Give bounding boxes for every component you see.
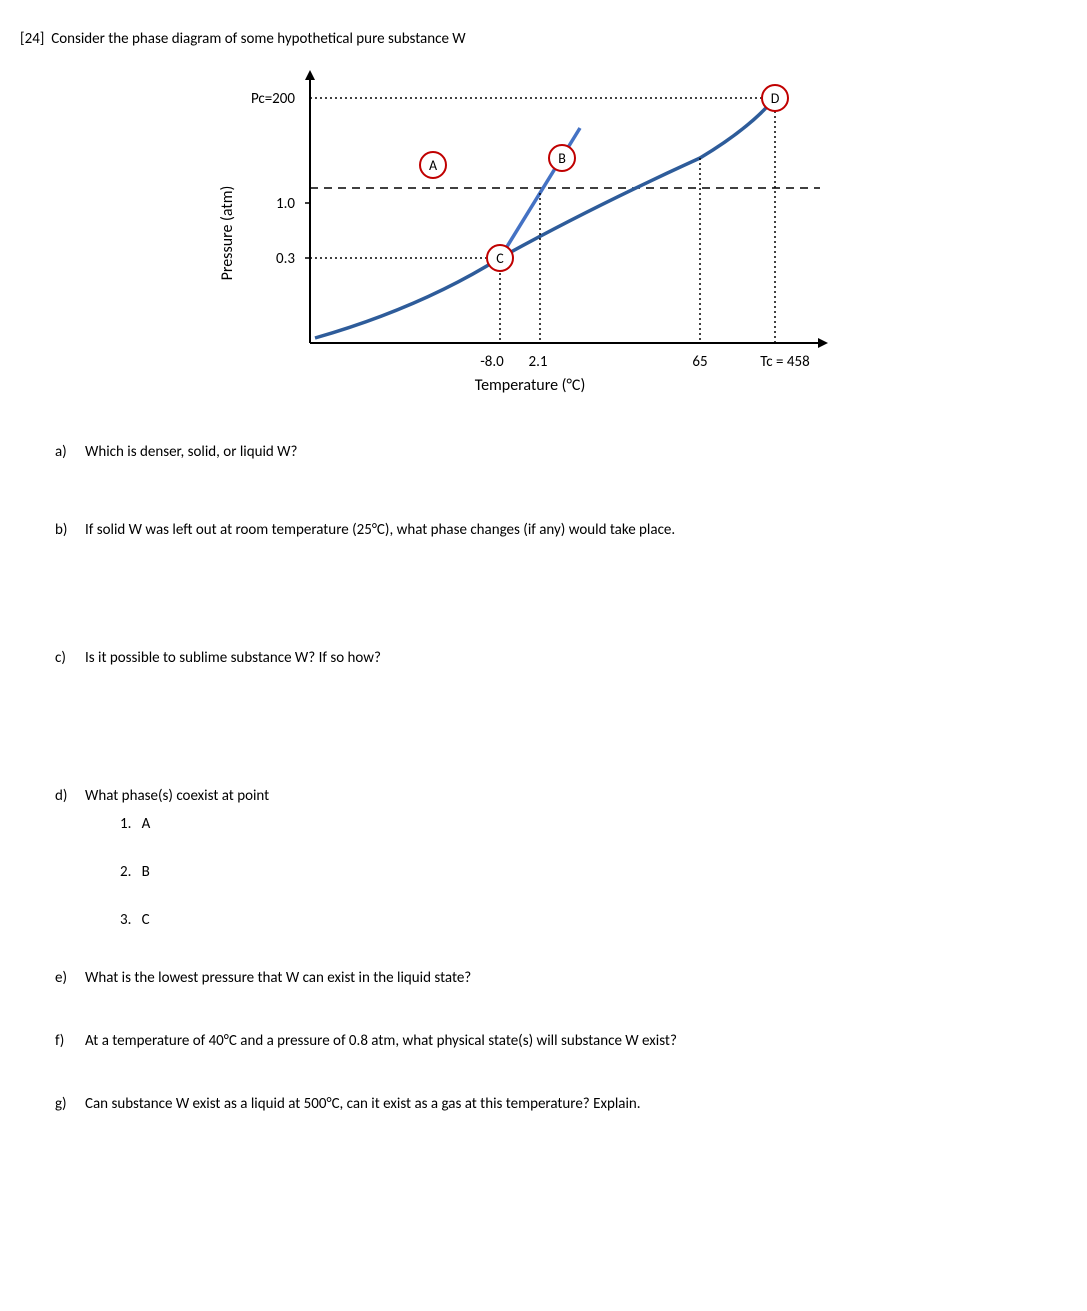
- question-c: c) Is it possible to sublime substance W…: [55, 649, 1067, 667]
- question-list: a) Which is denser, solid, or liquid W? …: [55, 443, 1067, 1113]
- q-f-text: At a temperature of 40°C and a pressure …: [85, 1032, 677, 1050]
- q-c-letter: c): [55, 649, 85, 667]
- q-d-sub-3: 3. C: [120, 911, 1067, 929]
- point-A-label: A: [429, 157, 438, 174]
- x-tick-tc: Tc = 458: [760, 353, 809, 371]
- y-tick-03: 0.3: [276, 250, 295, 268]
- q-d-sub-1: 1. A: [120, 815, 1067, 833]
- point-D-label: D: [771, 90, 780, 107]
- sub-label: A: [142, 815, 151, 833]
- question-b: b) If solid W was left out at room tempe…: [55, 521, 1067, 539]
- q-a-letter: a): [55, 443, 85, 461]
- q-b-letter: b): [55, 521, 85, 539]
- q-g-letter: g): [55, 1095, 85, 1113]
- question-g: g) Can substance W exist as a liquid at …: [55, 1095, 1067, 1113]
- q-e-letter: e): [55, 969, 85, 987]
- q-e-text: What is the lowest pressure that W can e…: [85, 969, 471, 987]
- x-tick-21: 2.1: [529, 353, 548, 371]
- header-text: Consider the phase diagram of some hypot…: [51, 30, 465, 48]
- x-axis-label: Temperature (°C): [475, 376, 586, 395]
- sub-num: 1.: [120, 815, 131, 833]
- q-d-letter: d): [55, 787, 85, 805]
- question-a: a) Which is denser, solid, or liquid W?: [55, 443, 1067, 461]
- q-a-text: Which is denser, solid, or liquid W?: [85, 443, 297, 461]
- q-g-text: Can substance W exist as a liquid at 500…: [85, 1095, 641, 1113]
- sub-num: 2.: [120, 863, 131, 881]
- x-tick-65: 65: [692, 353, 707, 371]
- y-tick-pc: Pc=200: [251, 90, 295, 108]
- y-axis-arrow: [305, 70, 315, 80]
- q-d-sub-2: 2. B: [120, 863, 1067, 881]
- y-axis-label: Pressure (atm): [220, 186, 237, 281]
- question-header: [24] Consider the phase diagram of some …: [20, 30, 1067, 48]
- point-C-label: C: [496, 250, 504, 267]
- q-b-text: If solid W was left out at room temperat…: [85, 521, 675, 539]
- x-axis-arrow: [818, 338, 828, 348]
- q-f-letter: f): [55, 1032, 85, 1050]
- phase-diagram-chart: Pc=200 1.0 0.3 Pressure (atm) A B C D -8…: [220, 58, 1067, 403]
- question-e: e) What is the lowest pressure that W ca…: [55, 969, 1067, 987]
- question-f: f) At a temperature of 40°C and a pressu…: [55, 1032, 1067, 1050]
- sub-label: B: [142, 863, 150, 881]
- point-B-label: B: [558, 150, 566, 167]
- q-d-text: What phase(s) coexist at point: [85, 787, 269, 805]
- points-label: [24]: [20, 30, 44, 48]
- vaporization-curve: [315, 98, 775, 338]
- sub-label: C: [142, 911, 150, 929]
- q-c-text: Is it possible to sublime substance W? I…: [85, 649, 381, 667]
- sub-num: 3.: [120, 911, 131, 929]
- x-tick-neg8: -8.0: [480, 353, 504, 371]
- question-d: d) What phase(s) coexist at point 1. A 2…: [55, 787, 1067, 929]
- y-tick-1: 1.0: [276, 195, 295, 213]
